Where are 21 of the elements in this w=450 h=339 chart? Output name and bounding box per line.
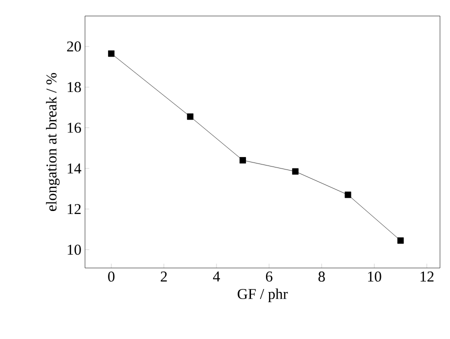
x-tick-label: 10: [368, 272, 382, 282]
point: [292, 168, 299, 175]
y-tick-label: 20: [67, 41, 81, 52]
point: [397, 237, 404, 244]
x-axis-title: GF / phr: [238, 288, 288, 302]
point: [186, 113, 194, 120]
point: [344, 192, 352, 198]
y-tick-label: 18: [68, 82, 81, 92]
point: [240, 157, 246, 164]
x-tick-label: 8: [318, 272, 325, 282]
x-tick-label: 6: [266, 272, 272, 282]
y-tick-label: 16: [68, 122, 82, 133]
y-tick-label: 10: [68, 244, 81, 255]
y-axis-title: elongation at break / %: [46, 72, 60, 211]
y-tick-label: 12: [68, 204, 81, 214]
x-tick-label: 12: [420, 272, 434, 282]
point: [108, 50, 114, 57]
x-tick-label: 4: [213, 272, 220, 282]
x-tick-label: 0: [108, 272, 114, 282]
x-tick-label: 2: [160, 272, 167, 282]
y-tick-label: 14: [68, 163, 82, 174]
